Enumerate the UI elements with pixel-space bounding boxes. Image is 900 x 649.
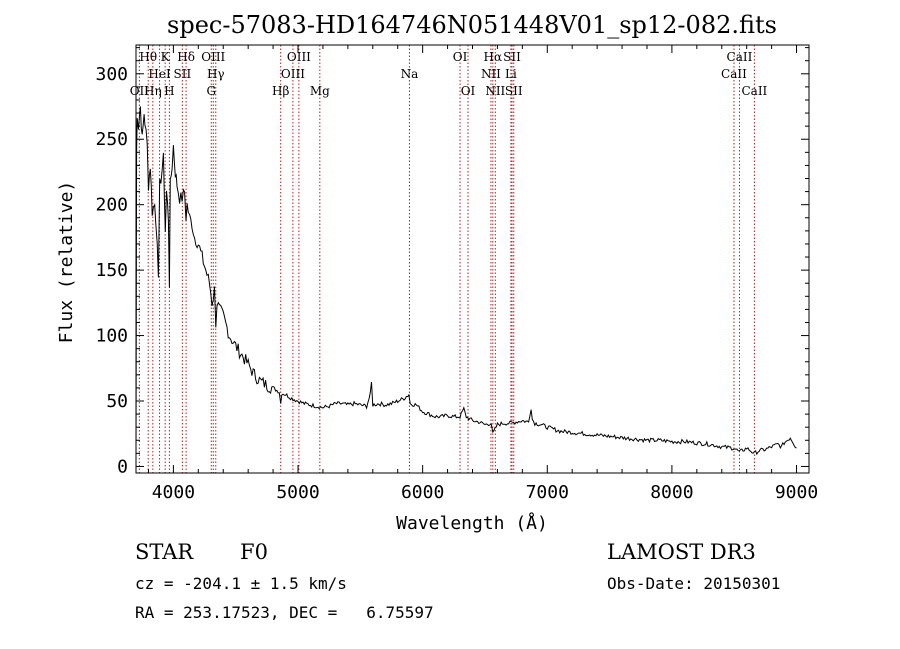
x-tick-label: 5000 xyxy=(276,482,319,503)
x-tick-label: 8000 xyxy=(650,482,693,503)
x-tick-label: 4000 xyxy=(152,482,195,503)
line-label: CaII xyxy=(721,67,747,81)
line-label: G xyxy=(206,84,216,98)
plot-frame xyxy=(135,44,810,474)
spectrum-line xyxy=(135,106,797,461)
redshift-cz: cz = -204.1 ± 1.5 km/s xyxy=(135,574,347,593)
line-label: CaII xyxy=(741,84,767,98)
line-label: OI xyxy=(453,50,468,64)
line-label: OIII xyxy=(287,50,311,64)
line-label: Hα xyxy=(484,50,503,64)
spectral-line-markers xyxy=(138,45,755,473)
line-label: SII xyxy=(505,84,523,98)
survey-name: LAMOST DR3 xyxy=(607,540,756,564)
line-label: SII xyxy=(503,50,521,64)
subclass: F0 xyxy=(240,540,268,564)
y-tick-label: 300 xyxy=(95,64,128,85)
line-label: Hδ xyxy=(177,50,195,64)
y-tick-label: 0 xyxy=(117,456,128,477)
y-tick-label: 150 xyxy=(95,260,128,281)
y-axis-label: Flux (relative) xyxy=(56,181,77,344)
y-tick-label: 200 xyxy=(95,195,128,216)
line-label: Hγ xyxy=(207,67,225,81)
line-label: K xyxy=(161,50,171,64)
y-tick-label: 50 xyxy=(106,391,128,412)
chart-title: spec-57083-HD164746N051448V01_sp12-082.f… xyxy=(167,11,777,39)
object-type: STAR xyxy=(135,540,194,564)
line-label: H xyxy=(164,84,174,98)
line-label: Li xyxy=(505,67,517,81)
line-label: OII xyxy=(130,84,150,98)
x-axis-ticks: 4000 5000 6000 7000 8000 9000 xyxy=(147,45,818,503)
line-label: Hη xyxy=(144,84,162,98)
line-label: HeI xyxy=(148,67,171,81)
line-label: NII xyxy=(485,84,505,98)
x-tick-label: 7000 xyxy=(526,482,569,503)
line-label: Hβ xyxy=(272,84,289,98)
x-tick-label: 6000 xyxy=(401,482,444,503)
line-label: OIII xyxy=(281,67,305,81)
line-label: NII xyxy=(481,67,501,81)
line-label: Na xyxy=(401,67,419,81)
line-label: CaII xyxy=(727,50,753,64)
y-tick-label: 250 xyxy=(95,129,128,150)
y-tick-label: 100 xyxy=(95,326,128,347)
spectral-line-labels: OIIHθHηHeIKHSIIHδGOIIIHγHβOIIIOIIIMgNaOI… xyxy=(130,50,768,98)
line-label: Hθ xyxy=(139,50,157,64)
x-tick-label: 9000 xyxy=(775,482,818,503)
ra-dec-coords: RA = 253.17523, DEC = 6.75597 xyxy=(135,603,434,622)
line-label: SII xyxy=(174,67,192,81)
obs-date: Obs-Date: 20150301 xyxy=(607,574,781,593)
line-label: OIII xyxy=(201,50,225,64)
x-axis-label: Wavelength (Å) xyxy=(396,512,548,534)
line-label: Mg xyxy=(310,84,330,98)
y-axis-ticks: 0 50 100 150 200 250 300 xyxy=(95,47,809,477)
line-label: OI xyxy=(461,84,476,98)
